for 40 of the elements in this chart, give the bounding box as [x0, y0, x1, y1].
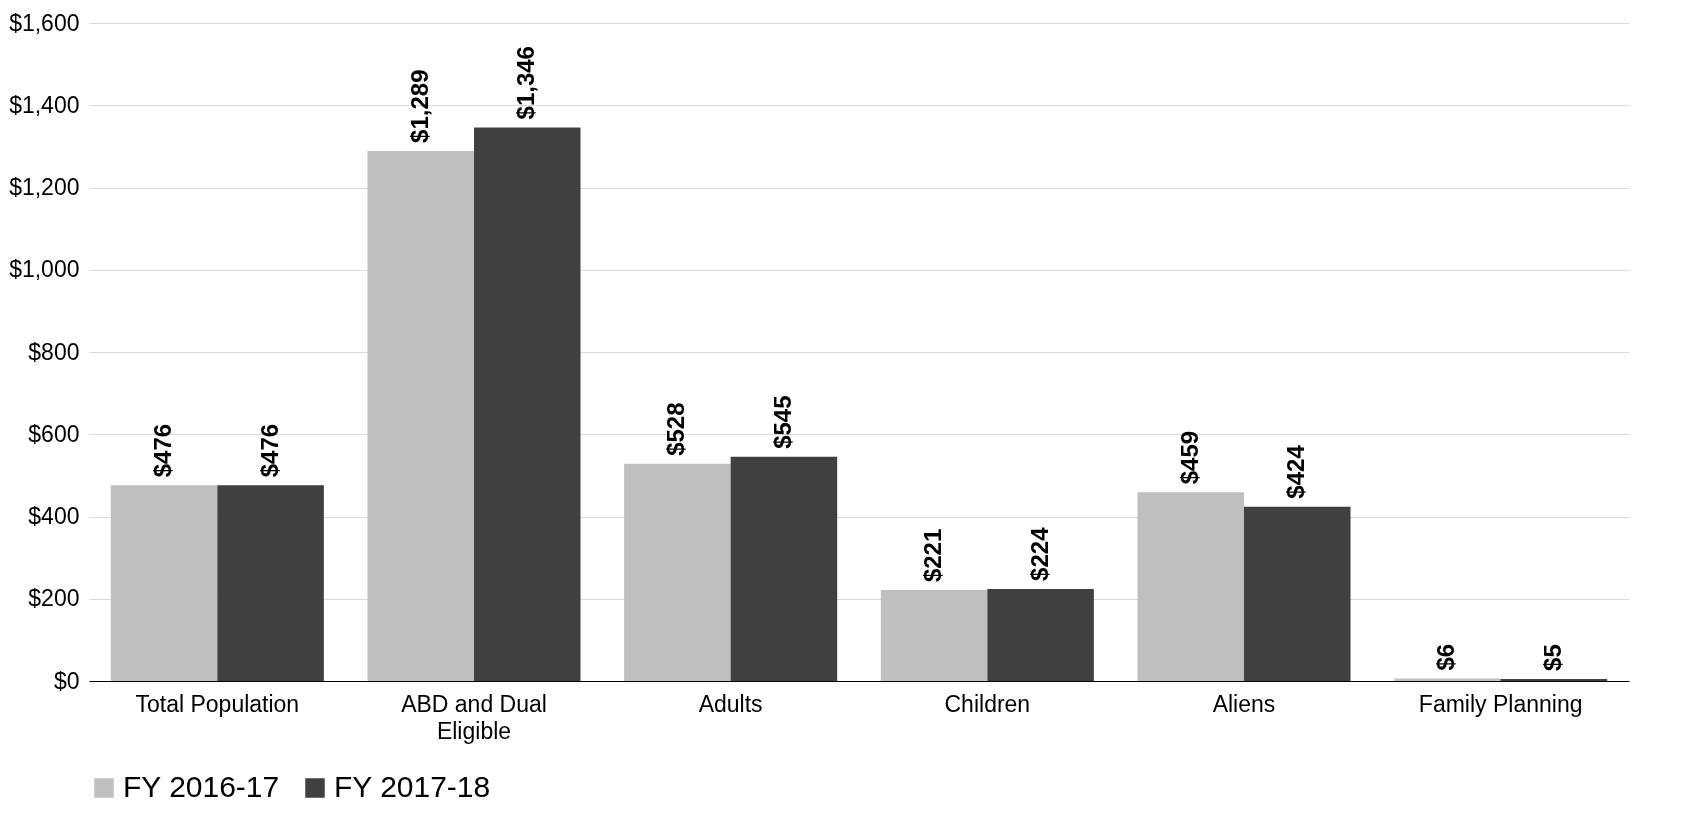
data-label: $5 — [1538, 644, 1566, 671]
bar — [110, 485, 218, 681]
y-tick-label: $400 — [28, 503, 80, 529]
data-label: $476 — [149, 423, 177, 478]
data-label: $6 — [1432, 643, 1460, 671]
y-tick-label: $800 — [28, 338, 80, 365]
data-label: $545 — [768, 395, 796, 449]
data-label: $528 — [662, 402, 690, 456]
y-tick-label: $200 — [28, 585, 80, 612]
x-tick-label: Family Planning — [1418, 690, 1583, 717]
x-tick-label: Total Population — [135, 690, 300, 717]
bar — [987, 588, 1094, 681]
y-tick-label: $1,200 — [9, 174, 80, 200]
y-tick-label: $600 — [28, 420, 80, 447]
bar — [474, 127, 581, 681]
data-label: $224 — [1025, 526, 1053, 581]
data-label: $476 — [255, 423, 283, 478]
x-tick-label: Adults — [698, 690, 763, 717]
bar — [880, 590, 988, 681]
bar — [730, 456, 838, 681]
bar — [1137, 492, 1244, 681]
y-tick-label: $1,600 — [9, 9, 80, 36]
bar — [217, 485, 324, 681]
x-tick-label: Children — [944, 690, 1031, 717]
bar — [367, 150, 474, 681]
data-label: $1,346 — [512, 46, 540, 120]
y-tick-label: $1,000 — [9, 256, 80, 283]
bar — [1500, 678, 1608, 681]
legend-label: FY 2016-17 — [123, 770, 280, 803]
bar — [1244, 506, 1351, 681]
legend-label: FY 2017-18 — [334, 770, 491, 803]
bar — [624, 463, 731, 681]
y-tick-label: $0 — [53, 667, 80, 694]
x-tick-label: Aliens — [1212, 690, 1276, 717]
data-label: $424 — [1282, 444, 1310, 499]
y-tick-label: $1,400 — [9, 91, 80, 118]
data-label: $221 — [919, 528, 947, 583]
x-tick-label: ABD and Dual Eligible — [401, 690, 547, 744]
data-label: $1,289 — [405, 69, 433, 143]
data-label: $459 — [1175, 430, 1203, 485]
